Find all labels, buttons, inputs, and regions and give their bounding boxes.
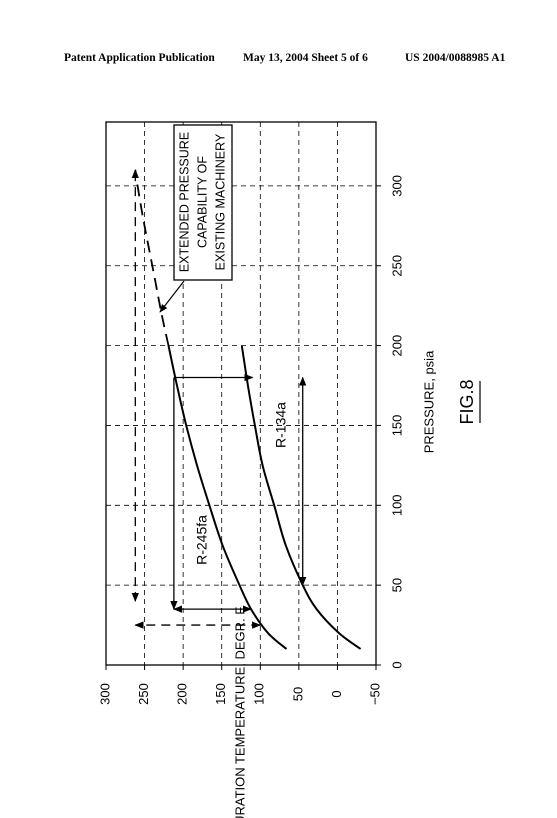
y-tick-label: 100 bbox=[252, 683, 267, 705]
x-tick-label: 100 bbox=[389, 494, 404, 516]
y-tick-label: 150 bbox=[213, 683, 228, 705]
x-tick-label: 50 bbox=[389, 578, 404, 592]
y-tick-label: 300 bbox=[97, 683, 112, 705]
plot-area bbox=[105, 121, 381, 670]
label-r134a: R-134a bbox=[273, 402, 289, 448]
y-tick-label: 200 bbox=[175, 683, 190, 705]
x-tick-label: 0 bbox=[389, 661, 404, 668]
annotation-line-2: CAPABILITY OF bbox=[195, 156, 209, 248]
y-tick-label: −50 bbox=[367, 683, 382, 705]
y-tick-label: 50 bbox=[290, 687, 305, 701]
publication-title: Patent Application Publication bbox=[64, 52, 215, 64]
annotation-line-1: EXTENDED PRESSURE bbox=[177, 132, 191, 272]
annotation-box bbox=[173, 124, 233, 281]
x-tick-label: 300 bbox=[389, 175, 404, 197]
x-tick-label: 250 bbox=[389, 255, 404, 277]
annotation-line-3: EXISTING MACHINERY bbox=[213, 133, 227, 270]
series-line-1 bbox=[134, 169, 170, 346]
y-axis-title: SATURATION TEMPERATURE, DEGR. F bbox=[232, 607, 247, 818]
series-line-0 bbox=[167, 345, 288, 650]
x-tick-label: 150 bbox=[389, 415, 404, 437]
series-line-2 bbox=[240, 345, 362, 650]
y-tick-label: 0 bbox=[329, 690, 344, 697]
page-header: Patent Application Publication May 13, 2… bbox=[0, 52, 557, 72]
annotation-layer bbox=[131, 124, 307, 629]
annotation-leader-arrow bbox=[159, 280, 185, 313]
figure-label: FIG.8 bbox=[457, 379, 477, 424]
chart-text-layer: 0 50 100 150 200 250 300 −50 0 50 100 150 200 250 300 P… bbox=[97, 132, 481, 818]
y-tick-label: 250 bbox=[136, 683, 151, 705]
date-sheet: May 13, 2004 Sheet 5 of 6 bbox=[243, 52, 368, 64]
label-r245fa: R-245fa bbox=[194, 515, 210, 565]
plot-frame bbox=[105, 121, 377, 666]
publication-number: US 2004/0088985 A1 bbox=[405, 52, 506, 64]
x-tick-label: 200 bbox=[389, 335, 404, 357]
x-axis-title: PRESSURE, psia bbox=[421, 350, 436, 453]
